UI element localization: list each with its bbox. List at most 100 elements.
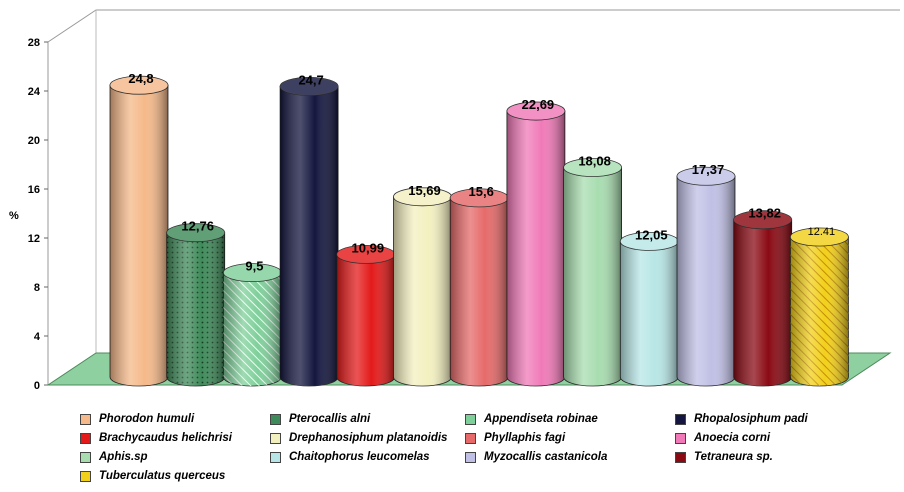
y-tick-label: 24 xyxy=(28,86,41,98)
bar-top-highlight xyxy=(166,223,225,242)
bars: 24,8 12,76 9,5 24,7 10,99 15,69 15,6 22,69 18,08… xyxy=(109,71,849,387)
bar: 10,99 xyxy=(336,240,396,387)
bar: 12,05 xyxy=(619,227,679,387)
data-label: 12.41 xyxy=(808,226,836,238)
bar-top-highlight xyxy=(393,187,452,206)
bar-top-highlight xyxy=(336,245,395,264)
y-tick-label: 12 xyxy=(28,233,40,245)
legend-item: Brachycaudus helichrisi xyxy=(80,429,232,447)
bar-top-highlight xyxy=(450,188,509,207)
data-label: 9,5 xyxy=(245,259,263,274)
legend-label: Chaitophorus leucomelas xyxy=(289,451,430,463)
legend-label: Phyllaphis fagi xyxy=(484,432,566,444)
y-tick-label: 20 xyxy=(28,135,40,147)
data-label: 24,7 xyxy=(298,72,323,87)
bar: 9,5 xyxy=(222,259,282,387)
legend-label: Aphis.sp xyxy=(99,451,148,463)
bar-shading xyxy=(563,167,622,386)
bar-top-highlight xyxy=(563,158,622,177)
bar: 24,8 xyxy=(109,71,169,387)
legend-swatch xyxy=(465,451,476,463)
data-label: 10,99 xyxy=(352,240,385,255)
data-label: 13,82 xyxy=(748,206,781,221)
legend-swatch xyxy=(80,413,91,425)
bar-chart: 0 4 8 12 16 20 24 28 24,8 12,76 9,5 24,7 10,99 15,69… xyxy=(9,9,900,392)
legend-label: Tuberculatus querceus xyxy=(99,470,226,482)
back-wall-frame xyxy=(47,9,900,385)
legend-item: Aphis.sp xyxy=(80,448,148,466)
legend-label: Drephanosiphum platanoidis xyxy=(289,432,448,444)
legend-swatch xyxy=(270,413,281,425)
legend-swatch xyxy=(80,432,91,444)
legend-swatch xyxy=(675,432,686,444)
legend-item: Phyllaphis fagi xyxy=(465,429,565,447)
legend-label: Tetraneura sp. xyxy=(694,451,773,463)
legend-swatch xyxy=(675,413,686,425)
legend-label: Rhopalosiphum padi xyxy=(694,413,808,425)
bar: 13,82 xyxy=(733,206,793,387)
bar-top xyxy=(563,158,622,177)
y-tick-label: 4 xyxy=(34,331,41,343)
legend-swatch xyxy=(270,451,281,463)
legend-item: Tuberculatus querceus xyxy=(80,467,225,485)
bar-shading xyxy=(620,241,679,386)
bar-shading xyxy=(110,85,168,386)
bar-shading xyxy=(450,197,509,386)
legend-item: Chaitophorus leucomelas xyxy=(270,448,430,466)
data-label: 17,37 xyxy=(692,162,725,177)
bar-shading xyxy=(223,272,282,386)
bar-top xyxy=(279,77,339,96)
legend-swatch xyxy=(80,470,91,482)
legend-item: Pterocallis alni xyxy=(270,410,370,428)
bar-top-highlight xyxy=(223,263,282,282)
legend-item: Drephanosiphum platanoidis xyxy=(270,429,447,447)
bar: 15,6 xyxy=(449,184,509,387)
data-label: 15,69 xyxy=(408,183,441,198)
data-label: 22,69 xyxy=(522,97,555,112)
y-tick-label: 8 xyxy=(34,282,40,294)
bar: 18,08 xyxy=(563,154,622,387)
legend-swatch xyxy=(465,432,476,444)
legend-swatch xyxy=(465,413,476,425)
bar-shading xyxy=(790,236,849,386)
legend-label: Phorodon humuli xyxy=(99,413,195,425)
bar-top xyxy=(676,166,736,186)
bar-shading xyxy=(336,254,395,386)
legend-swatch xyxy=(270,432,281,444)
data-label: 15,6 xyxy=(469,184,494,199)
legend-swatch xyxy=(80,451,91,463)
bar-top xyxy=(109,75,169,95)
bar-shading xyxy=(280,86,339,387)
bar-top xyxy=(166,223,226,243)
bar-top-highlight xyxy=(110,76,168,95)
y-tick-label: 16 xyxy=(28,184,40,196)
legend-item: Phorodon humuli xyxy=(80,410,194,428)
bar-top xyxy=(506,101,566,121)
bar-top-highlight xyxy=(280,77,339,96)
bar-shading xyxy=(733,219,792,386)
legend-swatch xyxy=(675,451,686,463)
bar-top xyxy=(733,210,793,230)
bar: 12.41 xyxy=(790,226,849,387)
legend-item: Anoecia corni xyxy=(675,429,770,447)
bar-top-highlight xyxy=(733,210,792,229)
legend-label: Brachycaudus helichrisi xyxy=(99,432,232,444)
data-label: 12,76 xyxy=(181,219,214,234)
bar: 12,76 xyxy=(166,219,226,387)
bar-shading xyxy=(677,176,735,386)
legend-item: Rhopalosiphum padi xyxy=(675,410,808,428)
bar-shading xyxy=(166,232,225,386)
bar: 22,69 xyxy=(506,97,566,387)
legend-label: Pterocallis alni xyxy=(289,413,371,425)
y-axis-label: % xyxy=(9,210,19,222)
legend-label: Appendiseta robinae xyxy=(484,413,598,425)
bar: 15,69 xyxy=(393,183,452,387)
y-tick-label: 0 xyxy=(34,380,40,392)
bar: 17,37 xyxy=(676,162,736,387)
legend-label: Anoecia corni xyxy=(694,432,771,444)
bar: 24,7 xyxy=(279,72,339,387)
y-tick-label: 28 xyxy=(28,37,40,49)
legend-item: Tetraneura sp. xyxy=(675,448,773,466)
legend-item: Myzocallis castanicola xyxy=(465,448,607,466)
legend: Phorodon humuli Pterocallis alni Appendise… xyxy=(80,410,880,490)
